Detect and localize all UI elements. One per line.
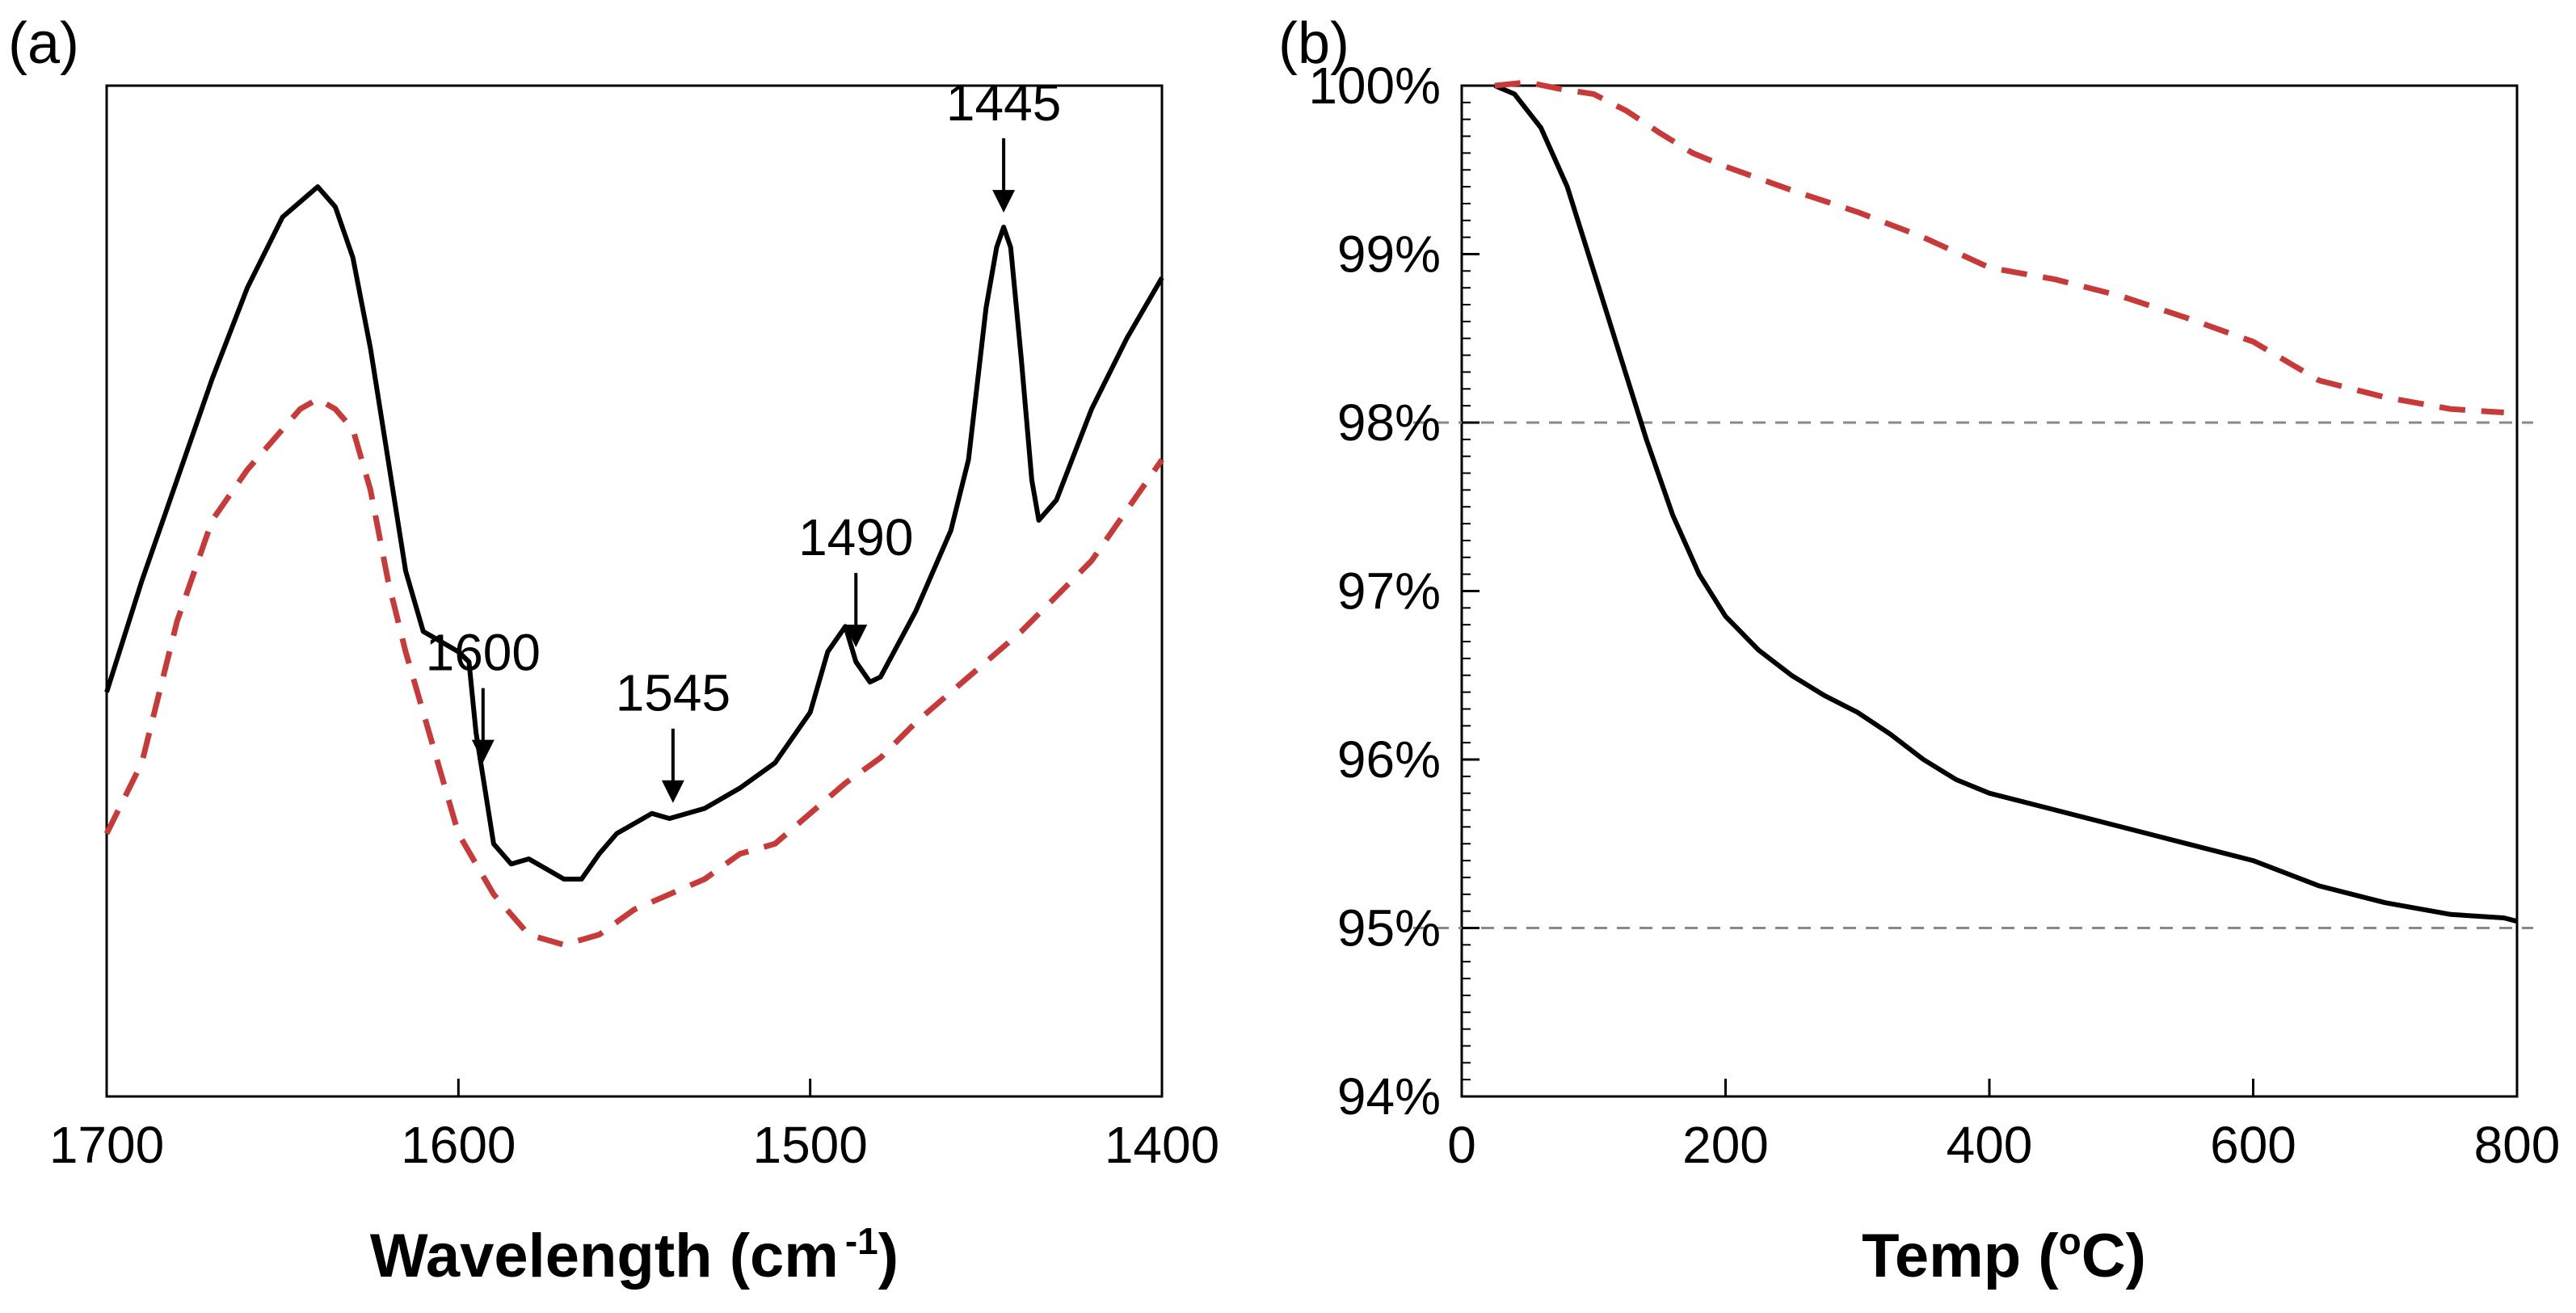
panel-b-series — [1493, 79, 2518, 924]
panel-b-plot-frame — [1460, 84, 2519, 1098]
panel-b-y-tick-label: 98% — [1337, 393, 1441, 452]
panel-b-tga-chart: (b) 94% 95% 96% 97% 98% 99% 100% 0 200 400 600 800… — [1278, 11, 2560, 1290]
panel-a-x-tick-label: 1400 — [1105, 1116, 1219, 1174]
panel-b-x-axis-title-superscript: o — [2059, 1220, 2081, 1262]
panel-a-x-tick-label: 1700 — [49, 1116, 164, 1174]
panel-b-y-tick-label: 97% — [1337, 562, 1441, 621]
panel-b-x-axis-title: Temp (oC) — [1862, 1220, 2146, 1290]
panel-a-plot-frame — [105, 84, 1164, 1098]
panel-a-ftir-chart: (a) 1700 1600 1500 1400 1600 1545 1490 1445 Wa… — [8, 11, 1219, 1290]
panel-b-x-tick-label: 400 — [1947, 1116, 2033, 1174]
panel-b-y-tick-label: 99% — [1337, 225, 1441, 284]
panel-a-x-axis-title-superscript: -1 — [845, 1220, 878, 1262]
panel-a-x-axis-title-main: Wavelength (cm — [370, 1222, 839, 1290]
panel-b-reference-lines — [1413, 421, 2533, 929]
panel-b-x-axis: 0 200 400 600 800 — [1447, 1079, 2560, 1174]
panel-b-x-tick-label: 800 — [2474, 1116, 2561, 1174]
panel-a-series-dashed — [103, 396, 1164, 948]
panel-b-x-tick-label: 0 — [1447, 1116, 1476, 1174]
annotation-label: 1545 — [616, 664, 730, 722]
panel-a-x-tick-label: 1600 — [401, 1116, 516, 1174]
panel-b-x-tick-label: 200 — [1682, 1116, 1769, 1174]
annotation-label: 1490 — [798, 508, 913, 566]
panel-b-series-solid — [1493, 83, 2518, 924]
annotation-arrow-head — [661, 780, 684, 803]
panel-b-y-tick-label: 94% — [1337, 1067, 1441, 1126]
panel-b-label: (b) — [1278, 11, 1349, 76]
panel-b-y-axis: 94% 95% 96% 97% 98% 99% 100% — [1308, 57, 1480, 1126]
panel-a-series-solid — [104, 184, 1164, 882]
panel-a-x-axis-title: Wavelength (cm -1) — [370, 1220, 899, 1290]
annotation-arrow-head — [844, 625, 868, 648]
panel-b-y-tick-label: 96% — [1337, 730, 1441, 789]
panel-a-label: (a) — [8, 11, 79, 76]
panel-a-x-tick-label: 1500 — [752, 1116, 867, 1174]
panel-b-series-dashed — [1494, 79, 2504, 415]
annotation-label: 1600 — [426, 624, 541, 682]
panel-b-y-tick-label: 95% — [1337, 899, 1441, 957]
panel-b-x-axis-title-main: Temp ( — [1862, 1222, 2059, 1290]
annotation-label: 1445 — [946, 74, 1061, 132]
panel-a-x-axis-title-close: ) — [878, 1222, 899, 1290]
panel-b-x-tick-label: 600 — [2210, 1116, 2296, 1174]
annotation-arrow-head — [471, 739, 495, 763]
panel-b-y-tick-label: 100% — [1308, 57, 1441, 115]
panel-b-x-axis-title-close: C) — [2081, 1222, 2146, 1290]
panel-a-annotations: 1600 1545 1490 1445 — [426, 74, 1061, 803]
panel-a-x-axis: 1700 1600 1500 1400 — [49, 1079, 1219, 1174]
annotation-arrow-head — [992, 190, 1016, 213]
panel-a-series — [103, 184, 1164, 948]
